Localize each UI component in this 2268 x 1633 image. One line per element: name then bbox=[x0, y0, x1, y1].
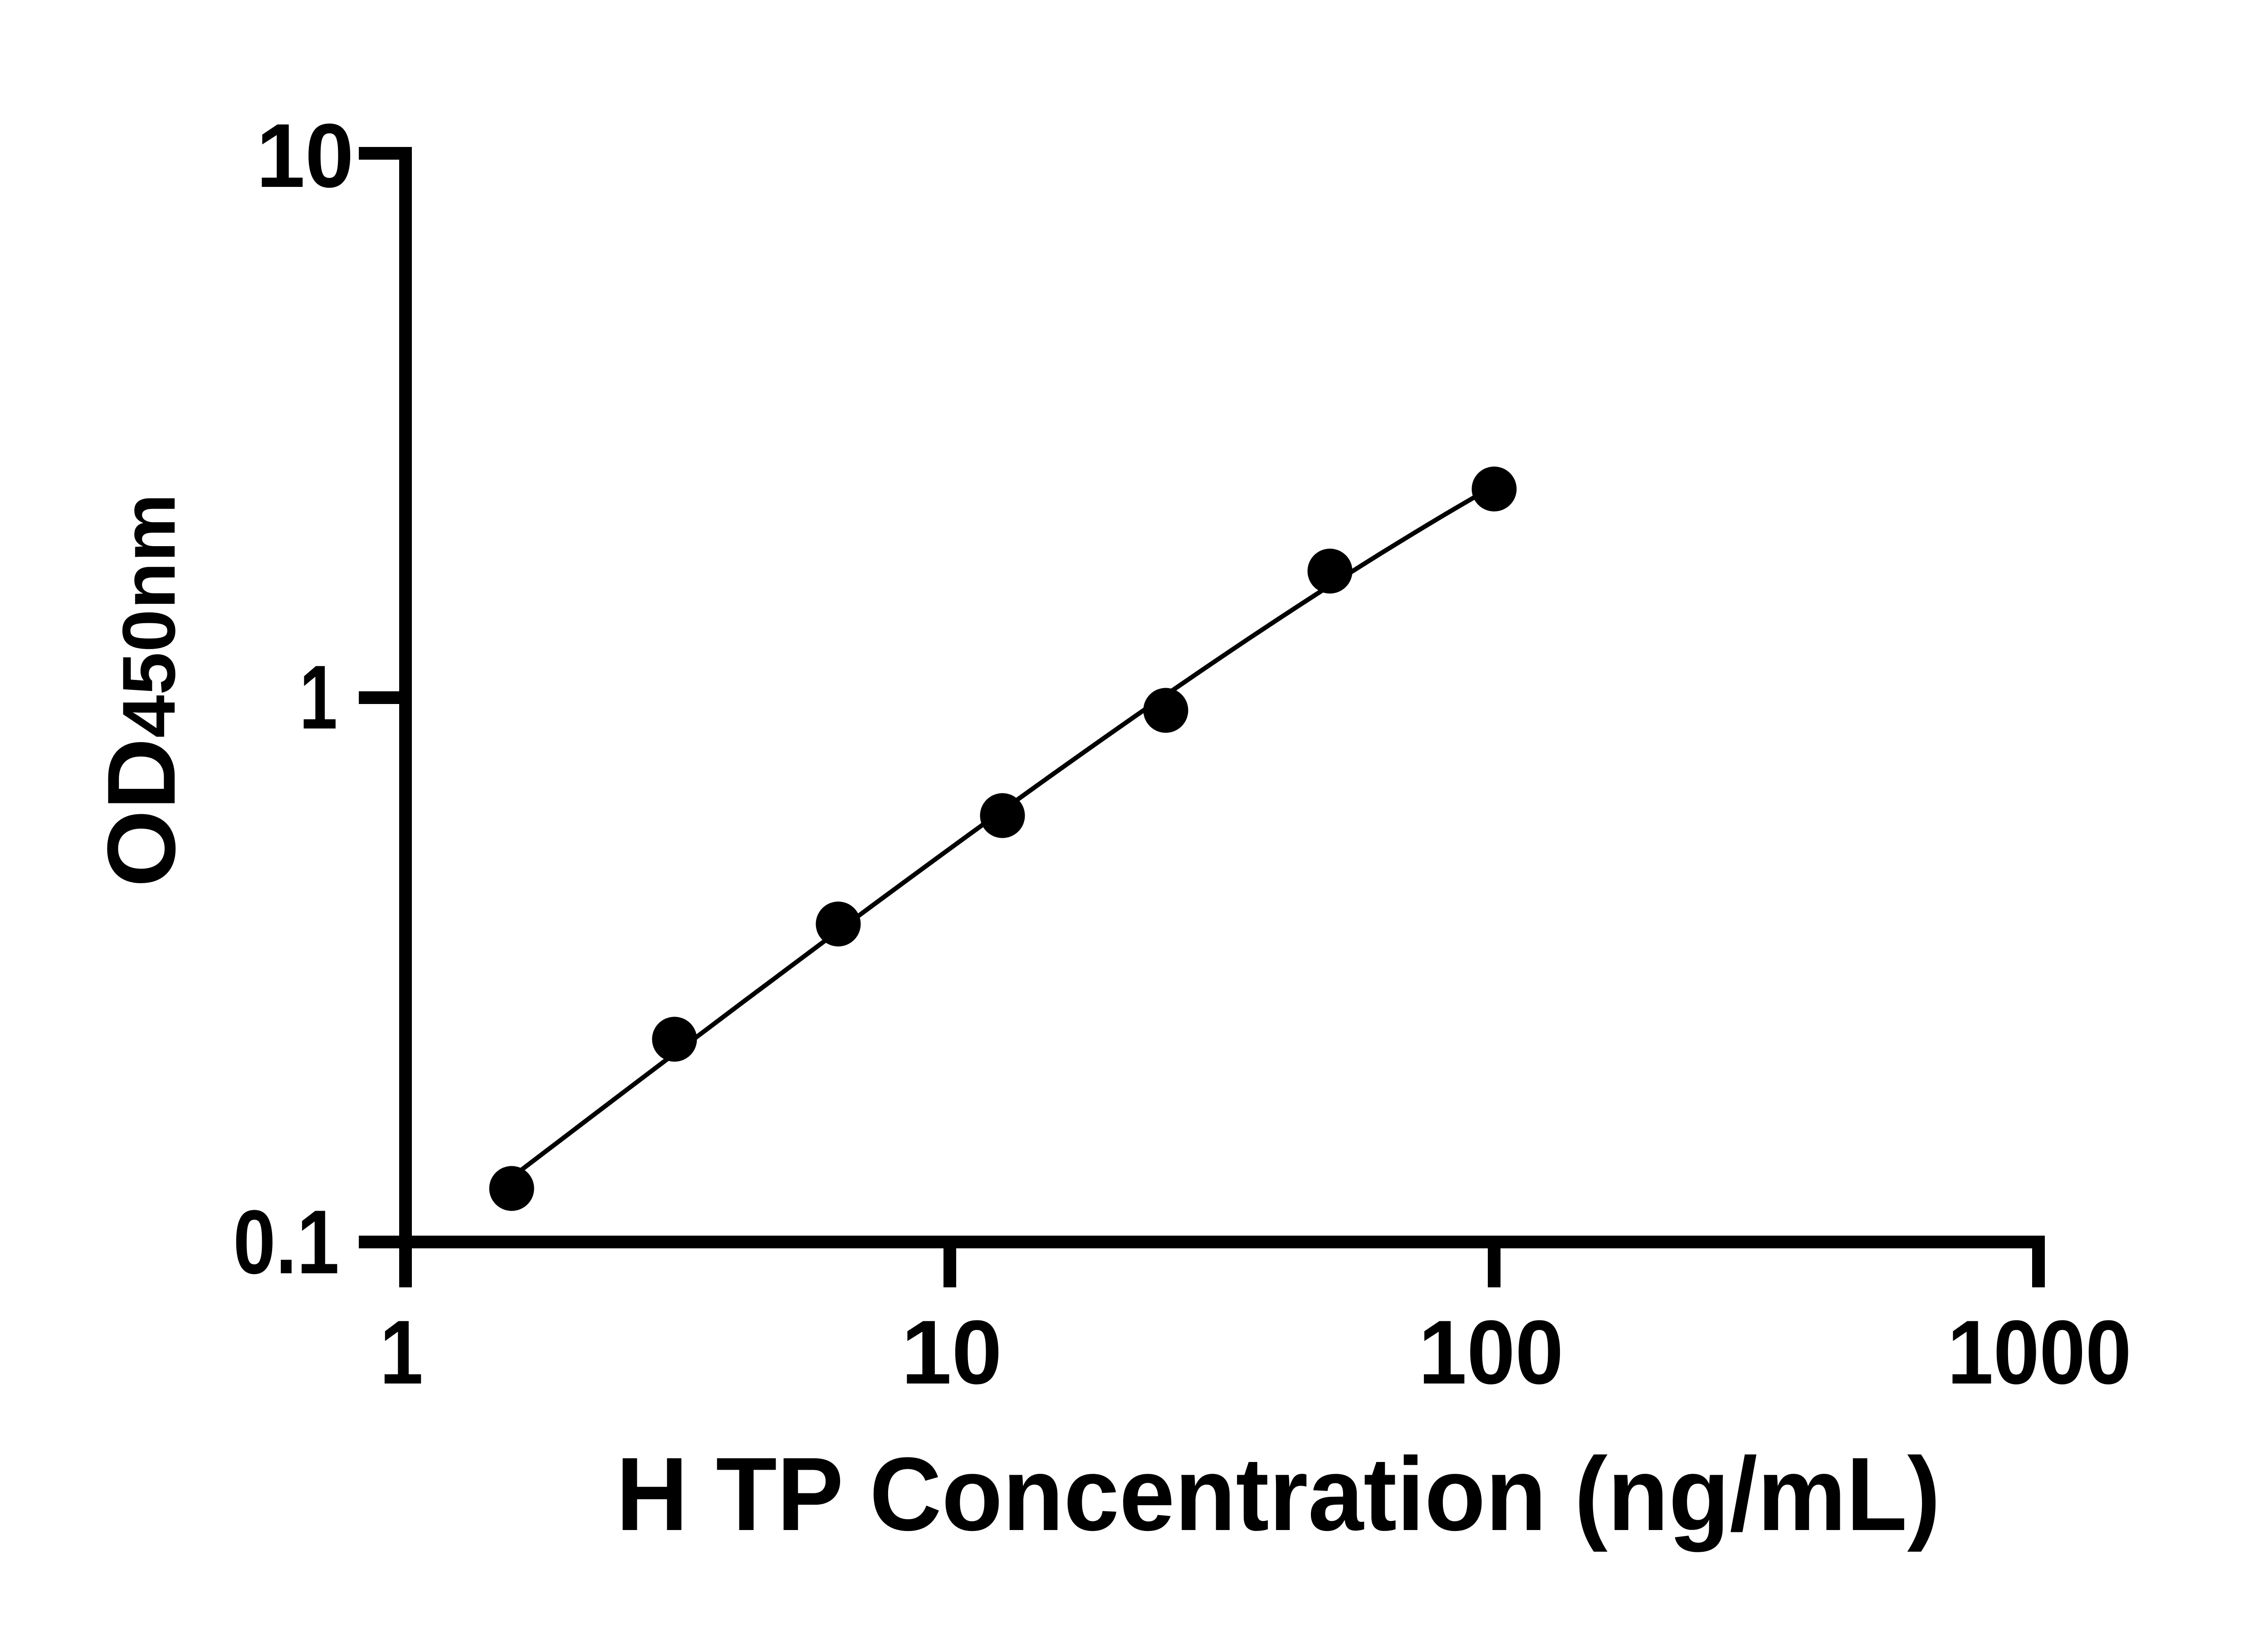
svg-text:1000: 1000 bbox=[1947, 1302, 2131, 1403]
svg-text:100: 100 bbox=[1418, 1302, 1564, 1403]
svg-text:OD450nm: OD450nm bbox=[88, 494, 196, 887]
svg-text:1: 1 bbox=[299, 647, 337, 748]
svg-text:10: 10 bbox=[901, 1302, 1002, 1403]
svg-text:10: 10 bbox=[256, 105, 354, 206]
svg-text:1: 1 bbox=[380, 1302, 423, 1403]
svg-text:0.1: 0.1 bbox=[233, 1192, 339, 1293]
svg-text:H TP Concentration (ng/mL): H TP Concentration (ng/mL) bbox=[616, 1436, 1941, 1552]
